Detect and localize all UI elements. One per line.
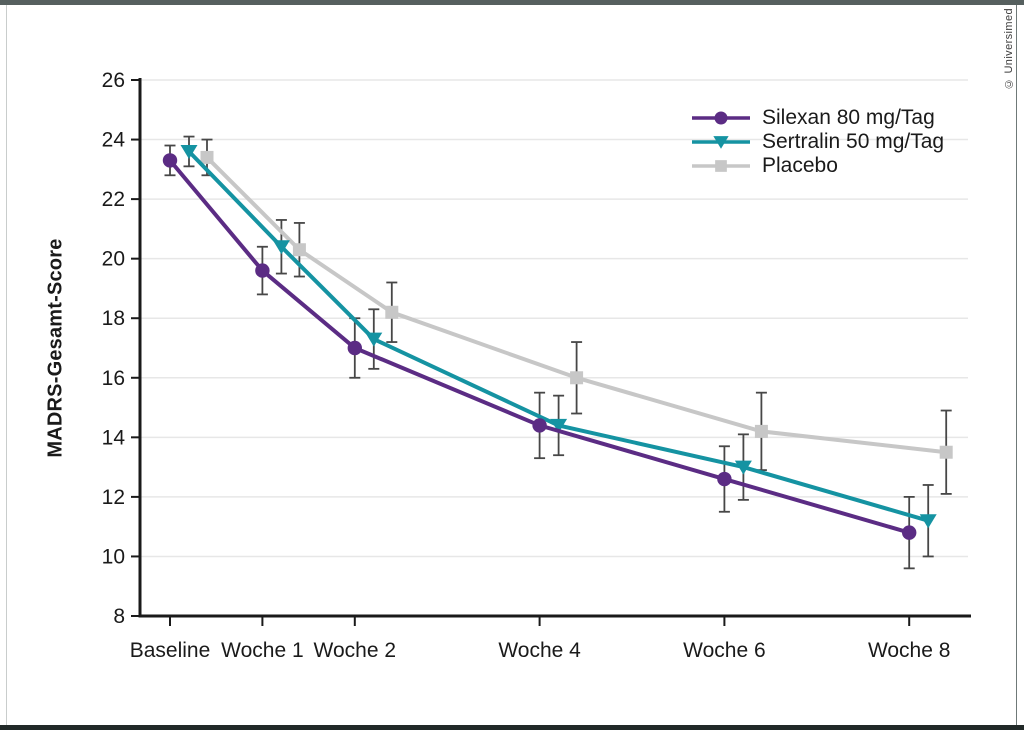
y-tick-label: 16 — [102, 367, 125, 390]
legend-label-placebo: Placebo — [762, 154, 838, 177]
marker-square — [385, 305, 399, 319]
y-tick-label: 20 — [102, 248, 125, 271]
marker-circle — [717, 471, 732, 487]
y-tick-label: 22 — [102, 188, 125, 211]
y-tick-label: 12 — [102, 486, 125, 509]
legend-marker-silexan-icon — [692, 111, 750, 125]
frame-right-edge — [1016, 5, 1017, 725]
marker-triangle — [180, 144, 198, 159]
marker-triangle — [734, 460, 752, 475]
marker-square — [292, 243, 306, 257]
frame-top-bar — [0, 0, 1024, 5]
legend-marker-placebo-icon — [692, 160, 750, 172]
marker-square — [715, 160, 727, 172]
marker-circle — [347, 340, 362, 356]
marker-square — [939, 445, 953, 459]
legend-marker-sertralin-icon — [692, 136, 750, 149]
x-tick-label: Baseline — [130, 639, 211, 662]
y-tick-label: 24 — [102, 129, 126, 152]
marker-circle — [255, 263, 270, 278]
series-line — [205, 156, 947, 455]
marker-circle — [714, 111, 728, 125]
y-tick-label: 26 — [102, 69, 125, 92]
y-tick-label: 18 — [102, 307, 125, 330]
legend-item-sertralin: Sertralin 50 mg/Tag — [690, 130, 944, 154]
marker-triangle — [919, 514, 937, 529]
marker-triangle — [713, 136, 729, 149]
y-tick-label: 8 — [113, 605, 125, 628]
frame-left-edge — [6, 5, 7, 725]
series-square — [200, 150, 953, 459]
legend-label-silexan: Silexan 80 mg/Tag — [762, 106, 935, 129]
marker-triangle — [272, 240, 290, 255]
marker-square — [200, 150, 214, 164]
series-line — [187, 150, 929, 523]
legend-label-sertralin: Sertralin 50 mg/Tag — [762, 130, 945, 153]
x-tick-label: Woche 4 — [498, 639, 581, 662]
marker-square — [570, 371, 584, 385]
marker-circle — [162, 153, 178, 168]
marker-triangle — [550, 418, 568, 433]
y-tick-label: 10 — [102, 545, 125, 568]
marker-triangle — [365, 332, 383, 347]
legend-item-placebo: Placebo — [690, 154, 944, 178]
legend-item-silexan: Silexan 80 mg/Tag — [690, 106, 944, 130]
legend: Silexan 80 mg/Tag Sertralin 50 mg/Tag Pl… — [690, 106, 944, 178]
marker-circle — [532, 418, 547, 433]
marker-square — [754, 424, 768, 438]
marker-circle — [902, 525, 917, 540]
frame-bottom-bar — [0, 725, 1024, 730]
series-circle — [162, 153, 917, 540]
x-tick-label: Woche 2 — [314, 639, 397, 662]
series-line — [168, 159, 910, 535]
x-tick-label: Woche 6 — [683, 639, 766, 662]
series-triangle-down — [180, 144, 937, 529]
x-tick-label: Woche 8 — [868, 639, 951, 662]
y-tick-label: 14 — [102, 426, 126, 449]
x-tick-label: Woche 1 — [221, 639, 304, 662]
